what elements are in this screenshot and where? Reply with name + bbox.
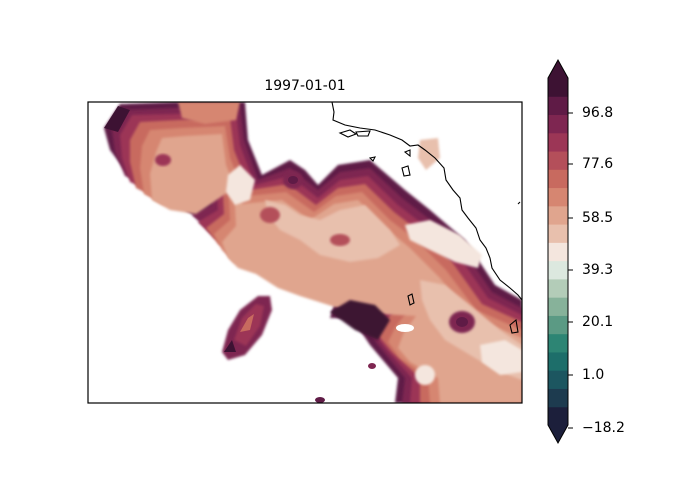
colorbar-tick-label: 96.8 xyxy=(582,105,614,121)
map-plot-area xyxy=(88,102,522,403)
colorbar-level xyxy=(548,297,568,316)
colorbar-level xyxy=(548,224,568,243)
colorbar-level xyxy=(548,260,568,280)
colorbar-level xyxy=(548,333,568,353)
colorbar-level xyxy=(548,151,568,170)
colorbar-extend-min xyxy=(548,425,568,443)
colorbar-level xyxy=(548,169,568,189)
colorbar-level xyxy=(548,406,568,426)
island-blob xyxy=(222,296,272,360)
colorbar-level xyxy=(548,370,568,389)
colorbar-levels xyxy=(548,78,568,426)
colorbar xyxy=(547,58,573,445)
colorbar-tick-label: 39.3 xyxy=(582,262,614,278)
colorbar-level xyxy=(548,132,568,152)
colorbar-level xyxy=(548,315,568,335)
colorbar-level xyxy=(548,351,568,371)
map-frame xyxy=(87,101,523,404)
colorbar-level xyxy=(548,242,568,262)
colorbar-level xyxy=(548,96,568,116)
colorbar-level xyxy=(548,388,568,408)
colorbar-level xyxy=(548,205,568,225)
colorbar-level xyxy=(548,78,568,97)
contour-field xyxy=(104,102,522,403)
colorbar-level xyxy=(548,278,568,298)
colorbar-extend-max xyxy=(548,60,568,78)
colorbar-level xyxy=(548,114,568,134)
colorbar-tick-label: 77.6 xyxy=(582,156,614,172)
colorbar-tick-label: −18.2 xyxy=(582,420,625,436)
colorbar-level xyxy=(548,187,568,207)
colorbar-frame xyxy=(547,58,569,445)
colorbar-tick-label: 20.1 xyxy=(582,314,614,330)
map-title: 1997-01-01 xyxy=(264,78,346,94)
coastline xyxy=(331,102,522,334)
colorbar-ticks xyxy=(568,112,573,429)
colorbar-tick-label: 58.5 xyxy=(582,210,614,226)
colorbar-tick-label: 1.0 xyxy=(582,367,605,383)
